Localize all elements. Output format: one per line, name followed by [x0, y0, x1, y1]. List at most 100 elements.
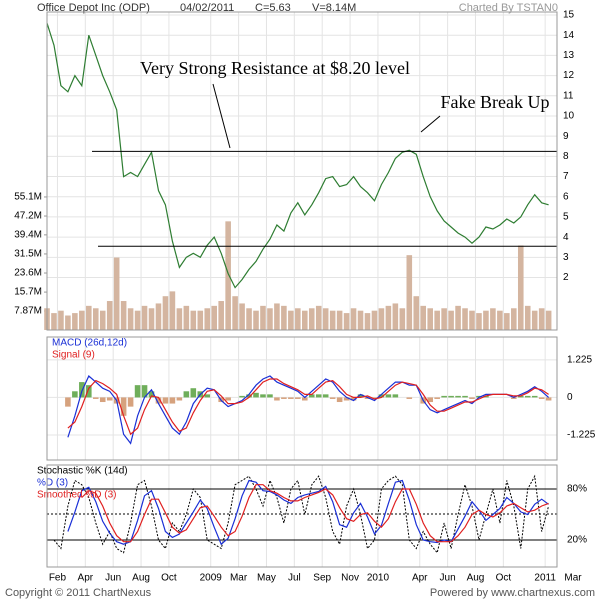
histogram-bar: [141, 385, 148, 398]
histogram-bar: [267, 394, 273, 398]
volume-bar: [364, 313, 371, 330]
panel-frame: [46, 464, 558, 568]
volume-bar: [378, 308, 385, 330]
volume-bar: [476, 313, 482, 330]
volume-bar: [413, 296, 420, 330]
x-tick-label: Mar: [230, 573, 248, 584]
histogram-bar: [448, 395, 454, 398]
volume-bar: [253, 310, 259, 330]
histogram-bar: [288, 397, 294, 399]
histogram-bar: [336, 397, 343, 403]
histogram-bar: [545, 397, 552, 401]
volume-bar: [281, 305, 287, 330]
histogram-bar: [308, 394, 315, 398]
y2-tick-label: 55.1M: [14, 192, 42, 203]
histogram-bar: [371, 397, 378, 399]
volume-bar: [148, 308, 155, 330]
y-tick-label: 12: [563, 70, 575, 81]
y-tick-label: 20%: [567, 535, 587, 546]
powered-by: Powered by www.chartnexus.com: [430, 587, 595, 599]
credit: Charted By TSTAN0: [459, 2, 558, 14]
volume-bar: [99, 310, 106, 330]
volume-bar: [357, 310, 364, 330]
volume-bar: [127, 308, 134, 330]
volume-bar: [302, 310, 308, 330]
histogram-bar: [183, 391, 190, 398]
x-tick-label: 2011: [534, 573, 556, 584]
histogram-bar: [517, 395, 524, 398]
y2-tick-label: 31.5M: [14, 249, 42, 260]
volume-bar: [183, 305, 190, 330]
histogram-bar: [357, 394, 364, 398]
k-line: [53, 474, 550, 554]
volume-bar: [204, 308, 211, 330]
histogram-bar: [260, 394, 266, 398]
volume-bar: [162, 296, 169, 330]
close: C=5.63: [255, 2, 291, 14]
histogram-bar: [364, 397, 371, 399]
y-tick-label: 8: [563, 151, 569, 162]
volume-bar: [524, 305, 531, 330]
volume-bar: [79, 310, 85, 330]
annotation: Very Strong Resistance at $8.20 level: [140, 58, 410, 78]
histogram-bar: [155, 397, 162, 404]
volume-bar: [211, 305, 217, 330]
y2-tick-label: 7.87M: [14, 306, 42, 317]
volume-bar: [441, 308, 447, 330]
histogram-bar: [190, 388, 197, 398]
histogram-bar: [72, 391, 78, 398]
legend-label: MACD (26d,12d): [52, 338, 127, 349]
legend-label: Signal (9): [52, 350, 95, 361]
histogram-bar: [302, 397, 308, 401]
histogram-bar: [246, 394, 252, 398]
x-tick-label: Aug: [132, 573, 150, 584]
x-tick-label: Jun: [105, 573, 121, 584]
histogram-bar: [462, 395, 468, 398]
annotation-pointer: [420, 115, 441, 133]
volume-bar: [517, 245, 524, 330]
x-tick-label: Aug: [467, 573, 485, 584]
histogram-bar: [281, 397, 287, 399]
annotation-pointer: [212, 83, 231, 149]
volume-bar: [462, 308, 468, 330]
volume-bar: [406, 255, 413, 330]
histogram-bar: [531, 395, 538, 398]
x-tick-label: 2010: [367, 573, 390, 584]
y-tick-label: 1.225: [567, 354, 592, 365]
volume-bar: [72, 313, 78, 330]
volume-bar: [141, 305, 148, 330]
histogram-bar: [162, 397, 169, 404]
panel-frame: [46, 336, 558, 461]
histogram-bar: [538, 397, 545, 399]
y2-tick-label: 15.7M: [14, 287, 42, 298]
volume-bar: [399, 308, 406, 330]
y-tick-label: 11: [563, 90, 574, 101]
volume-bar: [448, 310, 454, 330]
histogram-bar: [134, 385, 141, 398]
volume-bar: [65, 315, 71, 330]
histogram-bar: [204, 394, 211, 398]
copyright: Copyright © 2011 ChartNexus: [5, 587, 152, 599]
histogram-bar: [385, 394, 392, 398]
histogram-bar: [274, 397, 280, 401]
x-tick-label: Apr: [412, 573, 428, 584]
price-line: [46, 22, 549, 289]
y-tick-label: 80%: [567, 484, 587, 495]
y2-tick-label: 23.6M: [14, 268, 42, 279]
y2-tick-label: 39.4M: [14, 230, 42, 241]
histogram-bar: [79, 382, 85, 398]
histogram-bar: [92, 397, 99, 399]
x-tick-label: Jul: [288, 573, 301, 584]
volume-bar: [92, 308, 99, 330]
y-tick-label: 2: [563, 272, 569, 283]
x-tick-label: Sep: [313, 573, 331, 584]
volume-readout: V=8.14M: [312, 2, 356, 14]
volume-bar: [274, 303, 280, 330]
volume-bar: [329, 310, 336, 330]
histogram-bar: [148, 391, 155, 398]
volume-bar: [176, 308, 183, 330]
y2-tick-label: 47.2M: [14, 211, 42, 222]
histogram-bar: [329, 397, 336, 399]
x-tick-label: Jun: [440, 573, 456, 584]
histogram-bar: [295, 397, 301, 399]
